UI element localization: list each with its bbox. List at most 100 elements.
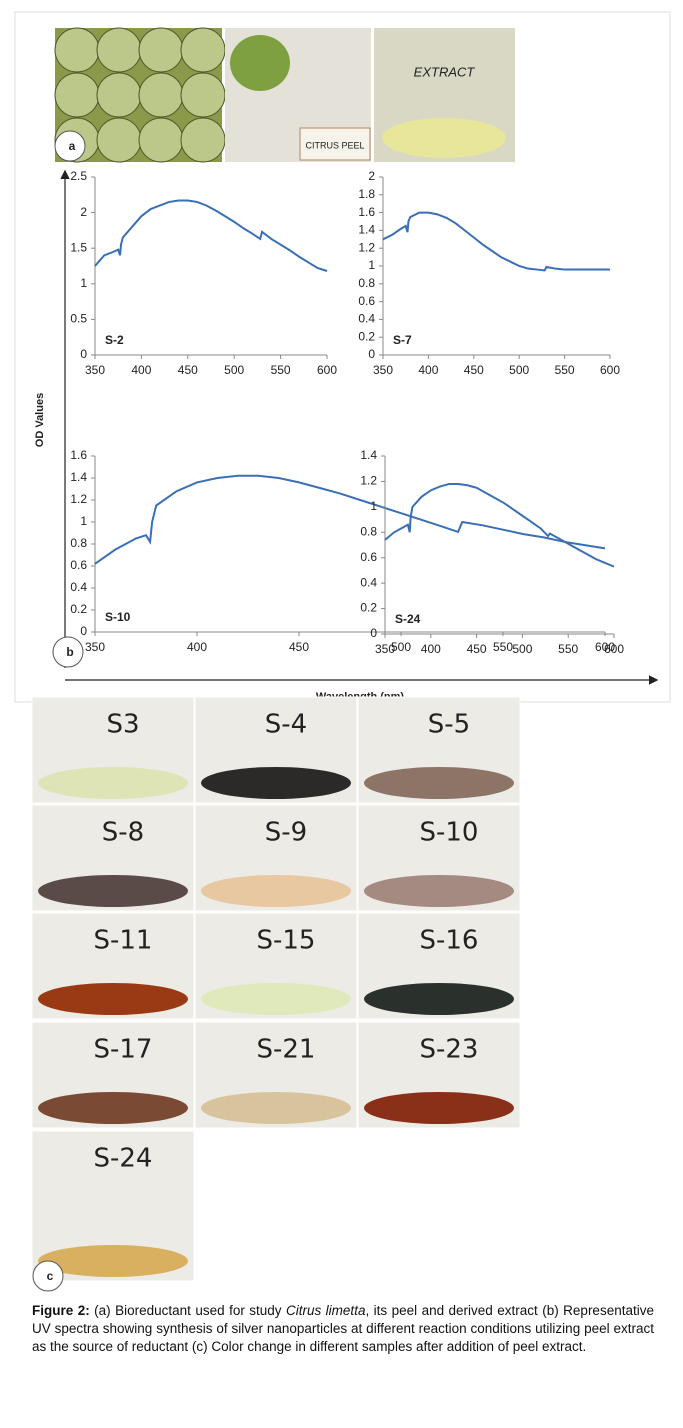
x-tick-label: 350 bbox=[375, 642, 395, 656]
sample-liquid bbox=[201, 1092, 351, 1124]
x-tick-label: 400 bbox=[421, 642, 441, 656]
sample-liquid bbox=[364, 767, 514, 799]
sample-liquid bbox=[38, 1092, 188, 1124]
y-tick-label: 1.2 bbox=[360, 474, 377, 488]
y-tick-label: 0.5 bbox=[70, 312, 87, 326]
sample-liquid bbox=[201, 983, 351, 1015]
y-tick-label: 1 bbox=[368, 258, 375, 272]
fruit bbox=[138, 72, 184, 118]
sample-label: S-24 bbox=[94, 1144, 153, 1174]
panel-badge bbox=[52, 636, 84, 668]
sample-liquid bbox=[364, 1092, 514, 1124]
y-tick-label: 0.4 bbox=[358, 312, 375, 326]
sample-label: S-10 bbox=[420, 818, 479, 848]
fruit bbox=[96, 72, 142, 118]
sample-label: S-21 bbox=[257, 1035, 316, 1065]
line bbox=[384, 482, 615, 568]
x-tick-label: 400 bbox=[187, 640, 207, 654]
y-tick-label: 1.6 bbox=[70, 448, 87, 462]
x-tick-label: 550 bbox=[493, 640, 513, 654]
y-tick-label: 0 bbox=[80, 624, 87, 638]
caption-text: , its peel and derived extract (b) Repre… bbox=[32, 1303, 654, 1354]
sample-liquid bbox=[201, 767, 351, 799]
sample-liquid bbox=[364, 983, 514, 1015]
fruit bbox=[96, 117, 142, 163]
y-tick-label: 2 bbox=[80, 205, 87, 219]
y-tick-label: 0.4 bbox=[360, 575, 377, 589]
sample-label: S-23 bbox=[420, 1035, 479, 1065]
sample-liquid bbox=[364, 875, 514, 907]
x-tick-label: 550 bbox=[555, 363, 575, 377]
y-tick-label: 0.8 bbox=[360, 524, 377, 538]
y-tick-label: 1.2 bbox=[70, 492, 87, 506]
x-tick-label: 350 bbox=[373, 363, 393, 377]
caption-text: (a) Bioreductant used for study bbox=[89, 1303, 286, 1318]
photo-label: EXTRACT bbox=[414, 64, 476, 79]
sample-label: S-5 bbox=[428, 710, 470, 740]
sample-label: S-16 bbox=[420, 926, 479, 956]
peel bbox=[230, 35, 290, 91]
line bbox=[94, 199, 328, 272]
y-tick-label: 0.8 bbox=[70, 536, 87, 550]
x-tick-label: 600 bbox=[604, 642, 624, 656]
caption-species: Citrus limetta bbox=[285, 1303, 366, 1318]
x-tick-label: 600 bbox=[600, 363, 620, 377]
y-tick-label: 1.4 bbox=[70, 470, 87, 484]
y-tick-label: 1 bbox=[80, 514, 87, 528]
caption-label: Figure 2: bbox=[32, 1303, 90, 1318]
peel-card bbox=[299, 127, 371, 161]
sample-liquid bbox=[38, 1245, 188, 1277]
x-tick-label: 400 bbox=[418, 363, 438, 377]
y-tick-label: 0 bbox=[80, 347, 87, 361]
x-tick-label: 350 bbox=[85, 640, 105, 654]
fruit bbox=[180, 27, 226, 73]
panel-letter: a bbox=[69, 139, 76, 153]
line bbox=[94, 474, 606, 565]
y-tick-label: 0.6 bbox=[70, 558, 87, 572]
x-tick-label: 400 bbox=[131, 363, 151, 377]
fruit bbox=[138, 27, 184, 73]
sample-liquid bbox=[201, 875, 351, 907]
line bbox=[382, 211, 610, 272]
y-tick-label: 0.6 bbox=[360, 550, 377, 564]
y-tick-label: 2 bbox=[368, 169, 375, 183]
y-tick-label: 0.2 bbox=[70, 602, 87, 616]
y-tick-label: 0 bbox=[368, 347, 375, 361]
y-tick-label: 2.5 bbox=[70, 169, 87, 183]
sample-liquid bbox=[38, 767, 188, 799]
y-tick-label: 1 bbox=[80, 276, 87, 290]
y-axis-title: OD Values bbox=[34, 393, 46, 447]
y-tick-label: 1.6 bbox=[358, 205, 375, 219]
x-tick-label: 600 bbox=[595, 640, 615, 654]
photo-label: CITRUS PEEL bbox=[305, 140, 364, 150]
x-tick-label: 450 bbox=[467, 642, 487, 656]
x-tick-label: 500 bbox=[391, 640, 411, 654]
panel-badge bbox=[54, 130, 86, 162]
series-label: S-10 bbox=[105, 610, 131, 624]
x-tick-label: 500 bbox=[512, 642, 532, 656]
series-label: S-24 bbox=[395, 612, 421, 626]
y-tick-label: 0.2 bbox=[358, 329, 375, 343]
sample-label: S-17 bbox=[94, 1035, 153, 1065]
sample-label: S-11 bbox=[94, 926, 153, 956]
y-tick-label: 1.4 bbox=[358, 223, 375, 237]
y-tick-label: 1.5 bbox=[70, 240, 87, 254]
fruit bbox=[96, 27, 142, 73]
caption: Figure 2: (a) Bioreductant used for stud… bbox=[32, 1302, 654, 1356]
sample-label: S-9 bbox=[265, 818, 307, 848]
y-tick-label: 0.4 bbox=[70, 580, 87, 594]
extract bbox=[382, 118, 506, 158]
sample-label: S3 bbox=[106, 710, 139, 740]
panel-letter: b bbox=[66, 645, 73, 659]
y-tick-label: 1 bbox=[370, 499, 377, 513]
sample-liquid bbox=[38, 875, 188, 907]
x-tick-label: 500 bbox=[509, 363, 529, 377]
sample-label: S-15 bbox=[257, 926, 316, 956]
panel-letter: c bbox=[47, 1269, 54, 1283]
y-tick-label: 0.8 bbox=[358, 276, 375, 290]
fruit bbox=[138, 117, 184, 163]
photos: CITRUS PEEL EXTRACT S3 S-4 S-5 S-8 S-9 S-10 S-11… bbox=[31, 27, 521, 1282]
fruit bbox=[180, 72, 226, 118]
